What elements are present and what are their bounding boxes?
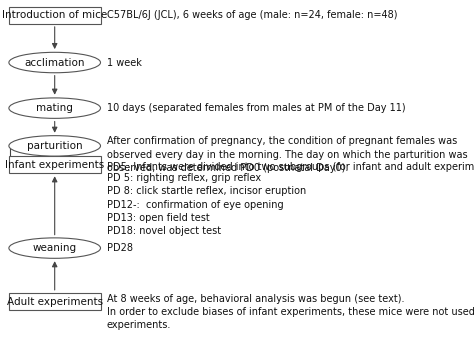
Ellipse shape bbox=[9, 136, 100, 156]
Text: PD28: PD28 bbox=[107, 243, 133, 253]
Text: acclimation: acclimation bbox=[25, 58, 85, 67]
Text: C57BL/6J (JCL), 6 weeks of age (male: n=24, female: n=48): C57BL/6J (JCL), 6 weeks of age (male: n=… bbox=[107, 10, 397, 20]
Text: mating: mating bbox=[36, 103, 73, 113]
Text: 1 week: 1 week bbox=[107, 58, 141, 67]
Bar bbox=[9, 293, 100, 310]
Text: weaning: weaning bbox=[33, 243, 77, 253]
Text: After confirmation of pregnancy, the condition of pregnant females was
observed : After confirmation of pregnancy, the con… bbox=[107, 136, 467, 173]
Text: parturition: parturition bbox=[27, 141, 82, 151]
Text: Infant experiments: Infant experiments bbox=[5, 160, 104, 170]
Text: 10 days (separated females from males at PM of the Day 11): 10 days (separated females from males at… bbox=[107, 103, 405, 113]
Text: At 8 weeks of age, behavioral analysis was begun (see text).
In order to exclude: At 8 weeks of age, behavioral analysis w… bbox=[107, 294, 474, 330]
Text: Introduction of mice: Introduction of mice bbox=[2, 10, 107, 20]
Text: PD 5: righting reflex, grip reflex
PD 8: click startle reflex, incisor eruption
: PD 5: righting reflex, grip reflex PD 8:… bbox=[107, 173, 306, 236]
Ellipse shape bbox=[9, 238, 100, 258]
Ellipse shape bbox=[9, 52, 100, 73]
Text: PD5: Infants were divided into two subgroups (for infant and adult experiments): PD5: Infants were divided into two subgr… bbox=[107, 162, 474, 172]
Text: Adult experiments: Adult experiments bbox=[7, 297, 103, 307]
Ellipse shape bbox=[9, 98, 100, 118]
Bar bbox=[9, 156, 100, 174]
Bar bbox=[9, 7, 100, 24]
